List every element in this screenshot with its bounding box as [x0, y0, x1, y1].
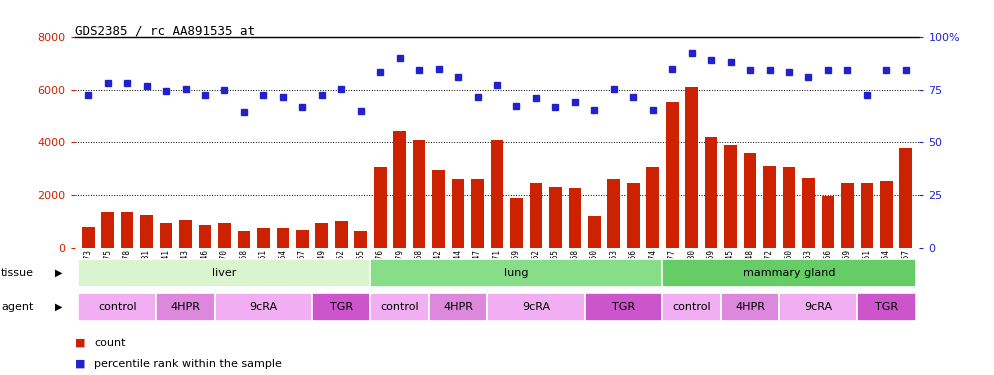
- Text: percentile rank within the sample: percentile rank within the sample: [94, 359, 282, 369]
- Bar: [725, 145, 737, 248]
- Bar: [179, 220, 192, 248]
- Text: 9cRA: 9cRA: [522, 302, 550, 312]
- Bar: [296, 230, 309, 248]
- Bar: [374, 167, 387, 248]
- Text: ▶: ▶: [55, 302, 63, 312]
- Text: GDS2385 / rc_AA891535_at: GDS2385 / rc_AA891535_at: [75, 24, 254, 38]
- Bar: [487, 292, 584, 321]
- Bar: [79, 292, 156, 321]
- Text: lung: lung: [504, 268, 529, 278]
- Text: 9cRA: 9cRA: [804, 302, 832, 312]
- Bar: [900, 148, 912, 248]
- Bar: [428, 292, 487, 321]
- Bar: [685, 87, 698, 248]
- Text: agent: agent: [1, 302, 34, 312]
- Bar: [861, 183, 873, 248]
- Bar: [315, 222, 328, 248]
- Bar: [721, 292, 779, 321]
- Bar: [705, 137, 718, 248]
- Bar: [79, 259, 371, 287]
- Bar: [662, 259, 915, 287]
- Bar: [82, 226, 94, 248]
- Bar: [857, 292, 915, 321]
- Text: ■: ■: [75, 338, 85, 348]
- Text: liver: liver: [213, 268, 237, 278]
- Text: 4HPR: 4HPR: [443, 302, 473, 312]
- Bar: [371, 292, 428, 321]
- Bar: [156, 292, 215, 321]
- Bar: [822, 196, 834, 248]
- Bar: [588, 216, 600, 248]
- Text: TGR: TGR: [330, 302, 353, 312]
- Text: ■: ■: [75, 359, 85, 369]
- Bar: [215, 292, 312, 321]
- Text: control: control: [672, 302, 711, 312]
- Bar: [510, 198, 523, 248]
- Bar: [744, 153, 756, 248]
- Text: tissue: tissue: [1, 268, 34, 278]
- Bar: [257, 228, 269, 248]
- Bar: [371, 259, 662, 287]
- Text: TGR: TGR: [612, 302, 635, 312]
- Bar: [666, 102, 679, 248]
- Bar: [841, 183, 854, 248]
- Bar: [335, 221, 348, 248]
- Text: 9cRA: 9cRA: [249, 302, 277, 312]
- Text: TGR: TGR: [875, 302, 898, 312]
- Bar: [238, 231, 250, 248]
- Bar: [199, 225, 212, 248]
- Bar: [607, 179, 620, 248]
- Text: mammary gland: mammary gland: [743, 268, 835, 278]
- Bar: [646, 167, 659, 248]
- Bar: [662, 292, 721, 321]
- Bar: [312, 292, 371, 321]
- Text: count: count: [94, 338, 126, 348]
- Bar: [140, 214, 153, 248]
- Bar: [218, 222, 231, 248]
- Bar: [779, 292, 857, 321]
- Bar: [584, 292, 662, 321]
- Bar: [355, 231, 367, 248]
- Bar: [491, 140, 503, 248]
- Text: control: control: [98, 302, 137, 312]
- Bar: [432, 170, 445, 248]
- Text: control: control: [381, 302, 419, 312]
- Bar: [471, 179, 484, 248]
- Bar: [121, 212, 133, 248]
- Bar: [802, 178, 815, 248]
- Bar: [627, 183, 639, 248]
- Bar: [549, 187, 562, 248]
- Text: 4HPR: 4HPR: [171, 302, 201, 312]
- Bar: [413, 140, 425, 248]
- Bar: [569, 188, 581, 248]
- Bar: [763, 166, 776, 248]
- Bar: [101, 212, 114, 248]
- Bar: [276, 228, 289, 248]
- Text: ▶: ▶: [55, 268, 63, 278]
- Bar: [160, 222, 172, 248]
- Text: 4HPR: 4HPR: [736, 302, 765, 312]
- Bar: [451, 179, 464, 248]
- Bar: [394, 130, 406, 248]
- Bar: [782, 167, 795, 248]
- Bar: [880, 180, 893, 248]
- Bar: [530, 183, 543, 248]
